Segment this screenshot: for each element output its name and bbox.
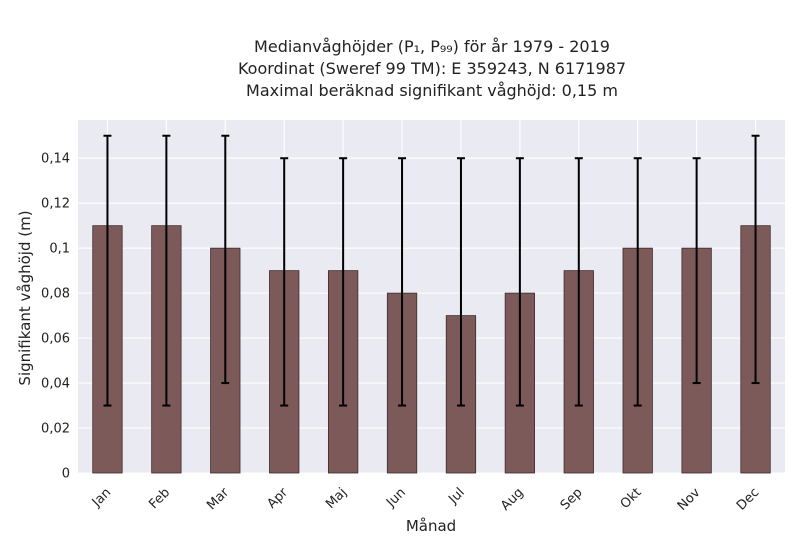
y-axis-ticks: 0 0,02 0,04 0,06 0,08 0,1 0,12 0,14 (41, 152, 70, 482)
y-tick-label: 0,08 (41, 287, 70, 302)
x-axis-label: Månad (406, 517, 456, 535)
error-bar-jan (103, 134, 112, 407)
error-bar-dec (751, 134, 760, 385)
x-tick-label-sep: Sep (558, 485, 586, 513)
y-tick-label: 0 (62, 467, 70, 482)
y-tick-label: 0,1 (49, 242, 70, 257)
error-bar-mar (221, 134, 230, 385)
chart-title-line-1: Medianvåghöjder (P₁, P₉₉) för år 1979 - … (254, 37, 610, 56)
y-tick-label: 0,02 (41, 422, 70, 437)
error-bar-apr (280, 157, 289, 407)
chart-title-line-2: Koordinat (Sweref 99 TM): E 359243, N 61… (238, 59, 626, 78)
error-bar-aug (515, 157, 524, 407)
error-bar-jul (456, 157, 465, 407)
x-tick-label-apr: Apr (265, 485, 292, 512)
chart-title-line-3: Maximal beräknad signifikant våghöjd: 0,… (246, 81, 618, 100)
x-axis-ticks: Jan Feb Mar Apr Maj Jun Jul Aug Sep Okt Nov Dec (89, 485, 763, 514)
x-tick-label-jan: Jan (89, 485, 114, 510)
y-tick-label: 0,14 (41, 152, 70, 167)
error-bar-nov (692, 157, 701, 385)
error-bar-feb (162, 134, 171, 407)
x-tick-label-mar: Mar (204, 485, 232, 513)
error-bar-jun (398, 157, 407, 407)
plot-area (78, 120, 785, 473)
y-tick-label: 0,04 (41, 377, 70, 392)
y-axis-label: Signifikant våghöjd (m) (16, 210, 34, 385)
x-tick-label-maj: Maj (323, 485, 350, 512)
x-tick-label-okt: Okt (618, 485, 645, 512)
x-tick-label-jun: Jun (383, 485, 409, 511)
y-tick-label: 0,06 (41, 332, 70, 347)
x-tick-label-aug: Aug (498, 485, 527, 514)
x-tick-label-jul: Jul (445, 485, 467, 507)
error-bar-sep (574, 157, 583, 407)
x-tick-label-nov: Nov (675, 485, 704, 514)
error-bar-maj (339, 157, 348, 407)
error-bars (103, 134, 760, 407)
error-bar-okt (633, 157, 642, 407)
x-tick-label-feb: Feb (146, 485, 173, 512)
y-tick-label: 0,12 (41, 197, 70, 212)
x-tick-label-dec: Dec (734, 485, 762, 513)
